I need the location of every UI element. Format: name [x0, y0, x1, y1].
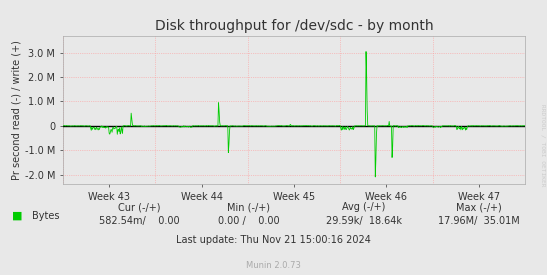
Text: Max (-/+): Max (-/+)	[456, 202, 502, 212]
Text: 17.96M/  35.01M: 17.96M/ 35.01M	[438, 216, 520, 226]
Text: 0.00 /    0.00: 0.00 / 0.00	[218, 216, 280, 226]
Text: Munin 2.0.73: Munin 2.0.73	[246, 261, 301, 270]
Text: Bytes: Bytes	[32, 211, 59, 221]
Text: ■: ■	[12, 211, 22, 221]
Y-axis label: Pr second read (-) / write (+): Pr second read (-) / write (+)	[12, 40, 22, 180]
Text: Cur (-/+): Cur (-/+)	[118, 202, 161, 212]
Text: RRDTOOL / TOBI OETIKER: RRDTOOL / TOBI OETIKER	[541, 104, 546, 187]
Title: Disk throughput for /dev/sdc - by month: Disk throughput for /dev/sdc - by month	[155, 19, 433, 33]
Text: Avg (-/+): Avg (-/+)	[342, 202, 386, 212]
Text: Last update: Thu Nov 21 15:00:16 2024: Last update: Thu Nov 21 15:00:16 2024	[176, 235, 371, 245]
Text: 582.54m/    0.00: 582.54m/ 0.00	[99, 216, 180, 226]
Text: 29.59k/  18.64k: 29.59k/ 18.64k	[326, 216, 401, 226]
Text: Min (-/+): Min (-/+)	[228, 202, 270, 212]
